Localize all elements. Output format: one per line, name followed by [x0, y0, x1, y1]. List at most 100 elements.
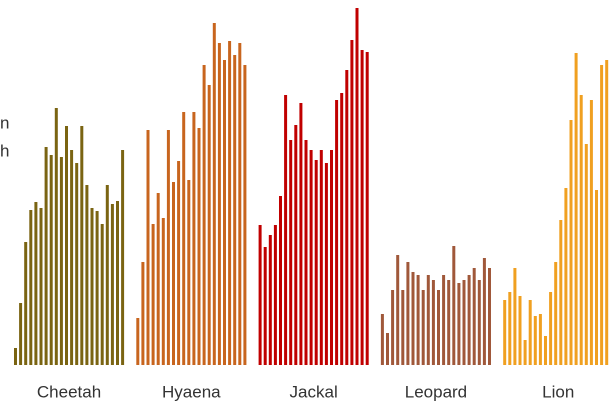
bar [238, 43, 242, 365]
bar [294, 125, 298, 365]
bar [605, 60, 609, 365]
bar [319, 150, 323, 365]
bar [146, 130, 150, 365]
bar [182, 112, 186, 365]
bar [217, 43, 221, 365]
bar [330, 150, 333, 365]
bar [166, 130, 170, 365]
bar [177, 161, 181, 365]
bar [350, 40, 354, 365]
bar [233, 55, 237, 365]
bar [289, 140, 293, 365]
bar [202, 65, 206, 365]
bar [559, 220, 563, 365]
bar [391, 290, 395, 365]
x-tick-label: Jackal [290, 382, 338, 401]
bar [518, 296, 522, 365]
bar [386, 333, 389, 365]
bar [442, 275, 446, 365]
bar [335, 100, 339, 365]
bar [416, 275, 420, 365]
bar [258, 225, 262, 365]
bar [411, 272, 415, 365]
bar [406, 262, 410, 365]
bar [528, 300, 532, 365]
bar [116, 201, 119, 365]
bar [54, 108, 58, 365]
bar [569, 120, 573, 365]
annotation: h [0, 141, 9, 160]
bar [49, 155, 53, 365]
bar [513, 268, 517, 365]
bar [472, 268, 476, 365]
bar [452, 246, 456, 365]
bar [95, 211, 99, 365]
bar [554, 262, 558, 365]
bar [431, 280, 435, 365]
bar [477, 280, 481, 365]
bar [457, 283, 461, 365]
bar [549, 292, 553, 365]
bar [243, 65, 247, 365]
bar [39, 208, 43, 365]
bar [279, 196, 282, 365]
bar [263, 247, 267, 365]
bar [523, 340, 527, 365]
bar [141, 262, 145, 365]
bar [70, 150, 74, 365]
bar [467, 275, 471, 365]
bar [589, 100, 593, 365]
bar [29, 210, 33, 365]
bar [273, 225, 277, 365]
x-tick-label: Cheetah [37, 382, 101, 401]
bar [100, 224, 104, 365]
bar [564, 188, 568, 365]
bar [161, 218, 165, 365]
bar [309, 150, 313, 365]
bar [299, 103, 303, 365]
bar [207, 85, 211, 365]
bar [488, 268, 491, 365]
bar [172, 182, 175, 365]
bar [284, 95, 288, 365]
bar [268, 235, 272, 365]
bar [426, 275, 430, 365]
bar [105, 185, 109, 365]
bar [192, 112, 196, 365]
x-tick-label: Hyaena [162, 382, 221, 401]
bar [314, 160, 318, 365]
bar [136, 318, 140, 365]
bar [380, 314, 384, 365]
bar [151, 224, 155, 365]
bar [508, 292, 512, 365]
bar [533, 316, 537, 365]
bar [80, 126, 84, 365]
bar [24, 242, 28, 365]
bar [65, 126, 68, 365]
x-tick-label: Lion [542, 382, 574, 401]
bar [75, 163, 79, 365]
bar [34, 202, 38, 365]
bar [324, 163, 328, 365]
annotation: n [0, 113, 9, 132]
bar [44, 147, 48, 365]
bar [197, 128, 201, 365]
bar [401, 290, 405, 365]
bar [121, 150, 125, 365]
bar [544, 336, 547, 365]
x-tick-label: Leopard [405, 382, 467, 401]
bar [503, 300, 507, 365]
bar [212, 23, 216, 365]
bar [482, 258, 486, 365]
bar [538, 314, 542, 365]
bar [355, 8, 359, 365]
bar [304, 140, 308, 365]
bar [14, 348, 17, 365]
bar [579, 95, 583, 365]
bar [462, 280, 466, 365]
bar [365, 52, 369, 365]
bar [223, 60, 226, 365]
bar [360, 50, 364, 365]
bar [110, 204, 114, 365]
